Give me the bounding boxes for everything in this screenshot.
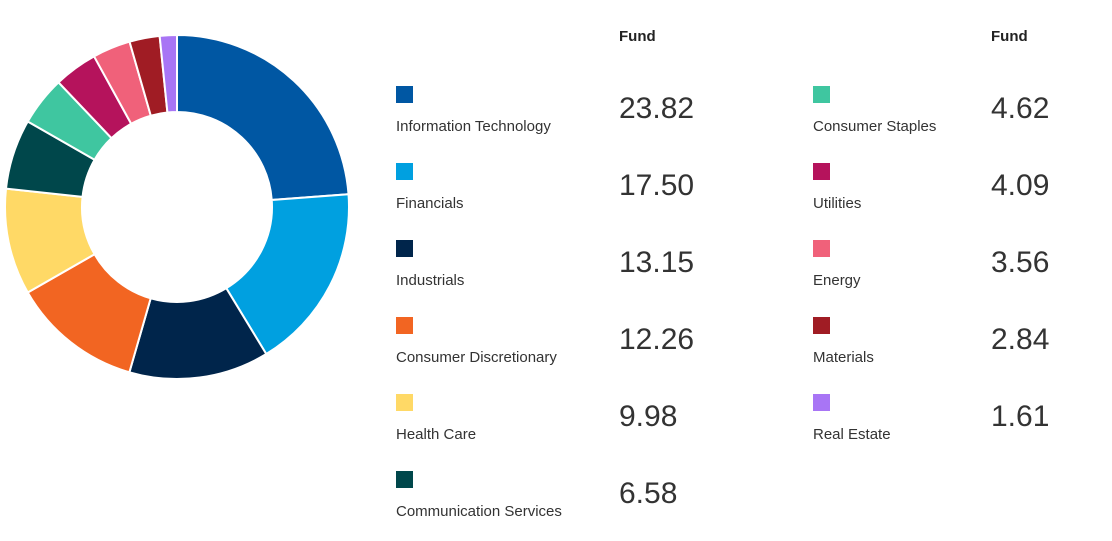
legend-swatch xyxy=(396,394,413,411)
legend-label: Financials xyxy=(396,195,464,212)
donut-slice-information-technology xyxy=(176,33,350,202)
legend-swatch xyxy=(396,317,413,334)
legend-label: Consumer Discretionary xyxy=(396,349,557,366)
legend-value: 4.09 xyxy=(991,169,1050,202)
donut-slice-real-estate xyxy=(158,33,178,114)
legend-value: 4.62 xyxy=(991,92,1050,125)
legend-value: 13.15 xyxy=(619,246,695,279)
legend-value: 3.56 xyxy=(991,246,1050,279)
legend-item-utilities: Utilities 4.09 xyxy=(813,163,1081,223)
legend-item-health-care: Health Care 9.98 xyxy=(396,394,709,454)
legend-item-information-technology: Information Technology 23.82 xyxy=(396,86,709,146)
legend-value: 9.98 xyxy=(619,400,678,433)
legend-value: 2.84 xyxy=(991,323,1050,356)
legend-value: 6.58 xyxy=(619,477,678,510)
legend-label: Energy xyxy=(813,272,861,289)
legend-item-consumer-staples: Consumer Staples 4.62 xyxy=(813,86,1081,146)
fund-column-header-left: Fund xyxy=(619,28,656,45)
legend-swatch xyxy=(813,394,830,411)
legend-value: 1.61 xyxy=(991,400,1050,433)
legend-item-energy: Energy 3.56 xyxy=(813,240,1081,300)
legend-swatch xyxy=(396,163,413,180)
legend-item-communication-services: Communication Services 6.58 xyxy=(396,471,709,531)
legend-label: Information Technology xyxy=(396,118,551,135)
legend-item-financials: Financials 17.50 xyxy=(396,163,709,223)
legend-label: Health Care xyxy=(396,426,477,443)
donut-slice-financials xyxy=(224,193,350,356)
legend-swatch xyxy=(396,240,413,257)
legend-value: 12.26 xyxy=(619,323,695,356)
legend-label: Real Estate xyxy=(813,426,891,443)
legend-item-materials: Materials 2.84 xyxy=(813,317,1081,377)
legend-swatch xyxy=(813,317,830,334)
legend-swatch xyxy=(396,471,413,488)
legend-label: Utilities xyxy=(813,195,862,212)
donut-chart xyxy=(4,33,350,380)
fund-column-header-right: Fund xyxy=(991,28,1028,45)
legend-label: Industrials xyxy=(396,272,465,289)
legend-item-consumer-discretionary: Consumer Discretionary 12.26 xyxy=(396,317,709,377)
legend-swatch xyxy=(813,240,830,257)
legend-swatch xyxy=(813,163,830,180)
legend-swatch xyxy=(396,86,413,103)
legend-label: Materials xyxy=(813,349,874,366)
legend-item-industrials: Industrials 13.15 xyxy=(396,240,709,300)
legend-label: Consumer Staples xyxy=(813,118,937,135)
legend-value: 17.50 xyxy=(619,169,695,202)
legend-value: 23.82 xyxy=(619,92,695,125)
legend-label: Communication Services xyxy=(396,503,562,520)
legend-swatch xyxy=(813,86,830,103)
legend-item-real-estate: Real Estate 1.61 xyxy=(813,394,1081,454)
